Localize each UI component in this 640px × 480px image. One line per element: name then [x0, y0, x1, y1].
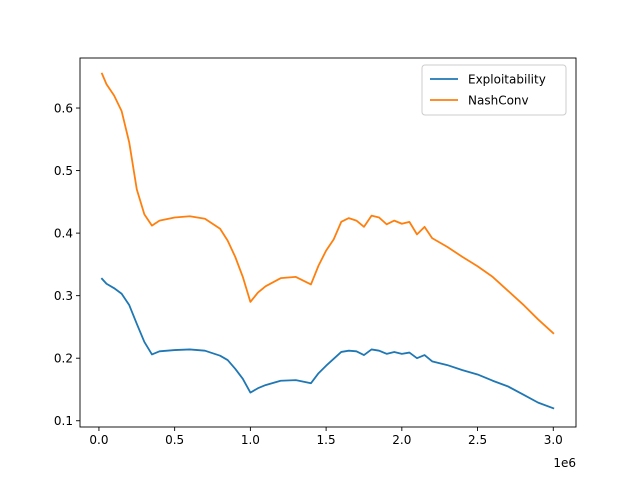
x-tick-label: 3.0	[544, 433, 563, 447]
legend-box	[421, 64, 567, 116]
legend-label-exploitability: Exploitability	[468, 73, 546, 87]
series-layer	[100, 72, 555, 410]
y-tick-label: 0.5	[54, 164, 73, 178]
y-tick-label: 0.3	[54, 289, 73, 303]
x-tick-label: 0.5	[165, 433, 184, 447]
y-tick-label: 0.1	[54, 414, 73, 428]
axes-layer: 0.0 0.5 1.0 1.5 2.0 2.5 3.0 0.1 0.2 0.3 0.4 0.5 0.6	[54, 57, 577, 447]
legend: Exploitability NashConv	[421, 64, 567, 116]
y-tick-label: 0.6	[54, 102, 73, 116]
x-tick-label: 2.5	[468, 433, 487, 447]
x-tick-label: 2.0	[392, 433, 411, 447]
series-line-exploitability	[100, 277, 555, 410]
y-tick-label: 0.4	[54, 227, 73, 241]
legend-label-nashconv: NashConv	[468, 94, 529, 108]
x-tick-label: 1.5	[317, 433, 336, 447]
x-tick-label: 1.0	[241, 433, 260, 447]
y-tick-label: 0.2	[54, 352, 73, 366]
series-line-nashconv	[100, 72, 555, 335]
x-axis-offset-label: 1e6	[553, 456, 576, 470]
plot-frame	[79, 57, 577, 428]
x-tick-label: 0.0	[89, 433, 108, 447]
